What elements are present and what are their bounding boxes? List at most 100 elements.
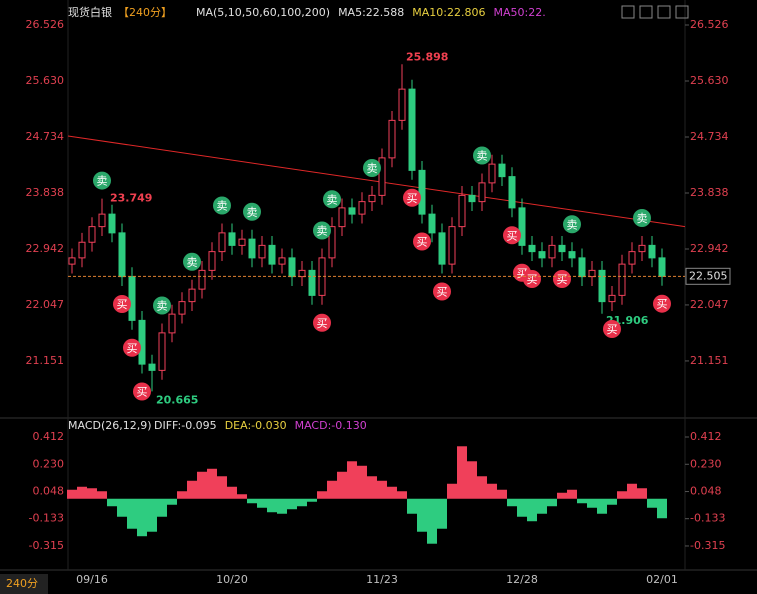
candle-body: [568, 251, 576, 259]
macd-bar: [197, 471, 207, 499]
high-label: 25.898: [406, 50, 448, 63]
signal-marker: 买: [313, 313, 331, 332]
macd-bar: [267, 498, 277, 513]
signal-label: 买: [437, 286, 448, 299]
signal-marker: 卖: [213, 196, 231, 215]
period-label: 240分: [6, 577, 38, 590]
signal-label: 买: [657, 298, 668, 311]
macd-bar: [187, 480, 197, 499]
candle-body: [98, 213, 106, 228]
y-tick-label: 24.734: [690, 130, 729, 143]
macd-bar: [217, 476, 227, 499]
candle-body: [148, 363, 156, 371]
candle-body: [108, 213, 116, 234]
signal-label: 买: [607, 323, 618, 336]
macd-bar: [277, 498, 287, 514]
candle-body: [398, 88, 406, 121]
candle-body: [168, 313, 176, 334]
candle-body: [508, 176, 516, 209]
macd-bar: [177, 491, 187, 499]
y-tick-label: 0.412: [690, 430, 722, 443]
signal-label: 卖: [477, 150, 488, 163]
signal-marker: 卖: [323, 190, 341, 209]
candle-body: [558, 244, 566, 253]
signal-label: 卖: [317, 225, 328, 238]
candle-body: [608, 294, 616, 303]
signal-marker: 买: [113, 295, 131, 313]
candle-body: [188, 288, 196, 303]
macd-bar: [607, 498, 617, 505]
signal-marker: 卖: [473, 146, 491, 165]
signal-label: 买: [527, 273, 538, 286]
candle-body: [648, 244, 656, 259]
period-button[interactable]: [0, 574, 48, 594]
signal-marker: 买: [503, 226, 521, 245]
tool-button[interactable]: [639, 5, 653, 19]
signal-label: 买: [517, 267, 528, 280]
signal-label: 卖: [567, 218, 578, 231]
signal-label: 买: [417, 236, 428, 249]
signal-marker: 买: [603, 320, 621, 338]
signal-marker: 卖: [93, 171, 111, 190]
tool-button[interactable]: [675, 5, 689, 19]
signal-label: 买: [127, 342, 138, 355]
signal-label: 买: [557, 273, 568, 286]
candle-body: [548, 244, 556, 259]
signal-label: 买: [117, 298, 128, 311]
x-tick-label: 10/20: [216, 573, 248, 586]
signal-badge: [153, 296, 171, 315]
low-label: 20.665: [156, 393, 198, 406]
last-price-label: 22.505: [689, 269, 728, 282]
macd-bar: [417, 498, 427, 532]
candle-body: [78, 241, 86, 259]
macd-bar: [547, 498, 557, 507]
macd-bar: [397, 491, 407, 499]
signal-label: 卖: [327, 193, 338, 206]
macd-bar: [327, 480, 337, 499]
signal-badge: [113, 295, 131, 313]
macd-bar: [87, 488, 97, 499]
legend-entry: MA50:22.: [494, 6, 546, 19]
macd-bar: [147, 498, 157, 532]
signal-badge: [413, 232, 431, 251]
signal-badge: [433, 282, 451, 301]
tool-button[interactable]: [657, 5, 671, 19]
y-tick-label: -0.315: [690, 539, 725, 552]
signal-marker: 卖: [313, 221, 331, 240]
candle-body: [348, 207, 356, 215]
candle-body: [438, 232, 446, 265]
candle-body: [408, 88, 416, 171]
candle-body: [298, 269, 306, 278]
signal-badge: [93, 171, 111, 190]
signal-marker: 买: [133, 382, 151, 401]
macd-bar: [497, 489, 507, 499]
signal-badge: [603, 320, 621, 338]
y-tick-label: 0.048: [33, 485, 65, 498]
candle-body: [538, 251, 546, 259]
macd-bar: [407, 498, 417, 514]
signal-badge: [633, 209, 651, 227]
candle-body: [118, 232, 126, 278]
tool-button[interactable]: [621, 5, 635, 19]
candle-body: [458, 194, 466, 228]
signal-badge: [503, 226, 521, 245]
macd-bar: [587, 498, 597, 508]
y-tick-label: 0.048: [690, 485, 722, 498]
macd-bar: [127, 498, 137, 529]
signal-label: 买: [507, 229, 518, 242]
signal-label: 买: [137, 386, 148, 399]
y-tick-label: 0.230: [33, 457, 65, 470]
signal-badge: [473, 146, 491, 165]
candle-body: [428, 213, 436, 234]
signal-label: 卖: [247, 206, 258, 219]
last-price-box: [685, 267, 731, 285]
x-tick-label: 11/23: [366, 573, 398, 586]
signal-badge: [653, 294, 671, 313]
macd-bar: [437, 498, 447, 529]
signal-badge: [323, 190, 341, 209]
signal-marker: 买: [553, 270, 571, 288]
candle-body: [278, 257, 286, 265]
macd-bar: [647, 498, 657, 508]
legend-entry: DIFF:-0.095: [154, 419, 217, 432]
candle-body: [488, 163, 496, 184]
